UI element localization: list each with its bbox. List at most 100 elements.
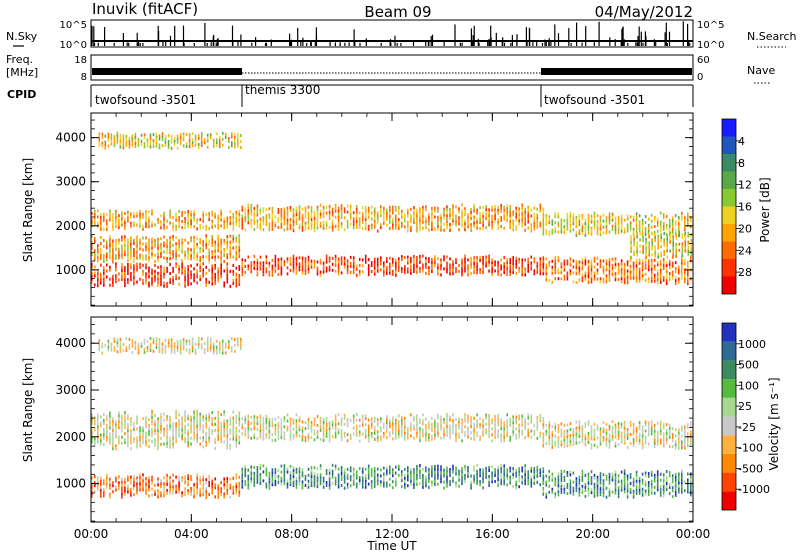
heatmap-cell: [227, 420, 229, 423]
heatmap-cell: [645, 261, 647, 264]
heatmap-cell: [416, 259, 418, 262]
heatmap-cell: [94, 216, 96, 219]
heatmap-cell: [672, 217, 674, 220]
heatmap-cell: [112, 252, 114, 255]
heatmap-cell: [534, 225, 536, 228]
heatmap-cell: [503, 467, 505, 470]
heatmap-cell: [144, 351, 146, 354]
heatmap-cell: [410, 471, 412, 474]
heatmap-cell: [121, 245, 123, 248]
heatmap-cell: [567, 272, 569, 275]
heatmap-cell: [431, 258, 433, 261]
heatmap-cell: [461, 476, 463, 479]
heatmap-cell: [630, 244, 632, 247]
heatmap-cell: [236, 276, 238, 279]
heatmap-cell: [651, 220, 653, 223]
heatmap-cell: [163, 250, 165, 253]
heatmap-cell: [145, 423, 147, 426]
heatmap-cell: [193, 426, 195, 429]
heatmap-cell: [230, 222, 232, 225]
heatmap-cell: [189, 351, 191, 354]
heatmap-cell: [410, 428, 412, 431]
heatmap-cell: [326, 472, 328, 475]
heatmap-cell: [97, 422, 99, 425]
heatmap-cell: [688, 232, 690, 235]
heatmap-cell: [588, 263, 590, 266]
heatmap-cell: [198, 346, 200, 349]
heatmap-cell: [293, 220, 295, 223]
heatmap-cell: [567, 228, 569, 231]
heatmap-cell: [160, 437, 162, 440]
heatmap-cell: [163, 273, 165, 276]
heatmap-cell: [302, 223, 304, 226]
heatmap-cell: [615, 275, 617, 278]
heatmap-cell: [263, 438, 265, 441]
heatmap-cell: [178, 210, 180, 213]
heatmap-cell: [518, 270, 520, 273]
heatmap-cell: [109, 436, 111, 439]
heatmap-cell: [482, 271, 484, 274]
heatmap-cell: [159, 135, 161, 138]
heatmap-cell: [546, 272, 548, 275]
heatmap-cell: [100, 254, 102, 257]
heatmap-cell: [332, 226, 334, 229]
heatmap-cell: [305, 266, 307, 269]
heatmap-cell: [359, 226, 361, 229]
heatmap-cell: [365, 468, 367, 471]
heatmap-cell: [515, 263, 517, 266]
heatmap-cell: [278, 434, 280, 437]
heatmap-cell: [154, 423, 156, 426]
heatmap-cell: [207, 146, 209, 149]
heatmap-cell: [344, 435, 346, 438]
heatmap-cell: [266, 258, 268, 261]
heatmap-cell: [648, 227, 650, 230]
heatmap-cell: [150, 143, 152, 146]
heatmap-cell: [127, 241, 129, 244]
heatmap-cell: [350, 419, 352, 422]
heatmap-cell: [431, 429, 433, 432]
heatmap-cell: [335, 207, 337, 210]
heatmap-cell: [494, 474, 496, 477]
heatmap-cell: [440, 214, 442, 217]
heatmap-cell: [207, 346, 209, 349]
heatmap-cell: [195, 135, 197, 138]
heatmap-cell: [278, 469, 280, 472]
heatmap-cell: [449, 208, 451, 211]
heatmap-cell: [681, 268, 683, 271]
heatmap-cell: [422, 434, 424, 437]
heatmap-cell: [103, 213, 105, 216]
heatmap-cell: [401, 258, 403, 261]
heatmap-cell: [196, 218, 198, 221]
heatmap-cell: [320, 259, 322, 262]
heatmap-cell: [129, 338, 131, 341]
heatmap-cell: [124, 235, 126, 238]
heatmap-cell: [633, 274, 635, 277]
heatmap-cell: [467, 475, 469, 478]
heatmap-cell: [431, 417, 433, 420]
heatmap-cell: [464, 477, 466, 480]
heatmap-cell: [540, 225, 542, 228]
heatmap-cell: [112, 249, 114, 252]
heatmap-cell: [290, 221, 292, 224]
heatmap-cell: [521, 212, 523, 215]
heatmap-cell: [329, 260, 331, 263]
heatmap-cell: [540, 260, 542, 263]
heatmap-cell: [386, 209, 388, 212]
heatmap-cell: [678, 225, 680, 228]
heatmap-cell: [410, 217, 412, 220]
heatmap-cell: [413, 261, 415, 264]
heatmap-cell: [386, 224, 388, 227]
heatmap-cell: [184, 276, 186, 279]
heatmap-cell: [386, 257, 388, 260]
heatmap-cell: [130, 236, 132, 239]
heatmap-cell: [178, 242, 180, 245]
heatmap-cell: [217, 221, 219, 224]
heatmap-cell: [204, 138, 206, 141]
heatmap-cell: [263, 464, 265, 467]
heatmap-cell: [392, 218, 394, 221]
heatmap-cell: [239, 252, 241, 255]
heatmap-cell: [437, 257, 439, 260]
heatmap-cell: [497, 270, 499, 273]
heatmap-cell: [281, 273, 283, 276]
heatmap-cell: [395, 215, 397, 218]
